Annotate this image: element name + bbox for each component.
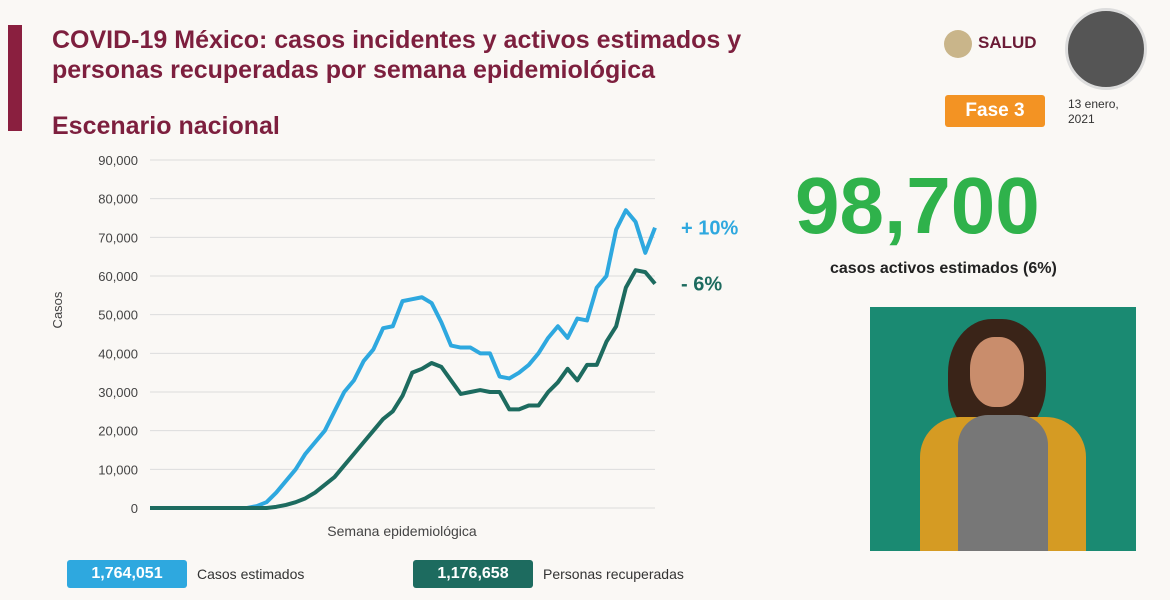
logo-2021 <box>1065 8 1147 90</box>
accent-bar <box>8 25 22 131</box>
legend-total: 1,764,051 <box>67 560 187 588</box>
y-tick-label: 80,000 <box>98 192 138 207</box>
title-line: personas recuperadas por semana epidemio… <box>52 56 656 84</box>
y-tick-label: 60,000 <box>98 269 138 284</box>
y-tick-label: 90,000 <box>98 153 138 168</box>
x-axis-label: Semana epidemiológica <box>327 523 477 539</box>
phase-badge: Fase 3 <box>945 95 1045 127</box>
line-series <box>150 268 657 510</box>
date: 2021 <box>1068 112 1095 126</box>
interpreter-video <box>870 307 1136 551</box>
line-series <box>150 208 657 510</box>
logo-text: SALUD <box>978 33 1037 52</box>
y-tick-label: 50,000 <box>98 308 138 323</box>
y-tick-label: 70,000 <box>98 230 138 245</box>
y-tick-label: 40,000 <box>98 346 138 361</box>
logo-icon <box>944 30 972 58</box>
y-tick-label: 30,000 <box>98 385 138 400</box>
headline-number: 98,700 <box>795 161 1040 250</box>
series-annotation: + 10% <box>681 218 738 240</box>
y-axis-label: Casos <box>50 291 65 328</box>
date: 13 enero, <box>1068 97 1119 111</box>
series-annotation: - 6% <box>681 274 722 296</box>
y-tick-label: 10,000 <box>98 462 138 477</box>
legend-label: Personas recuperadas <box>543 566 684 582</box>
legend-total: 1,176,658 <box>413 560 533 588</box>
y-tick-label: 20,000 <box>98 424 138 439</box>
subtitle: Escenario nacional <box>52 112 280 140</box>
y-tick-label: 0 <box>131 501 138 516</box>
title-line: COVID-19 México: casos incidentes y acti… <box>52 26 742 54</box>
headline-caption: casos activos estimados (6%) <box>830 260 1057 277</box>
legend-label: Casos estimados <box>197 566 305 582</box>
